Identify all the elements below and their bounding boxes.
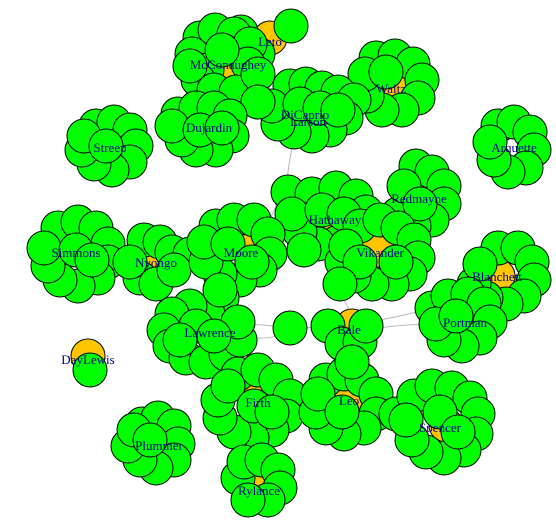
node-label-simmons: Simmons: [51, 245, 100, 260]
node-label-dujardin: Dujardin: [186, 120, 233, 135]
cluster-rylance: [221, 443, 297, 517]
node-label-redmayne: Redmayne: [391, 191, 447, 206]
node-layer: [27, 9, 551, 517]
node-label-bale: Bale: [337, 322, 361, 337]
leaf-node-spencer-10: [389, 403, 423, 437]
node-label-leto: Leto: [258, 34, 282, 49]
node-label-leo: Leo: [339, 393, 359, 408]
leaf-node-leo-10: [335, 345, 369, 379]
node-label-daylewis: DayLewis: [61, 352, 114, 367]
leaf-node-moore-12: [287, 233, 321, 267]
node-label-spencer: Spencer: [419, 420, 462, 435]
node-label-vikander: Vikander: [356, 245, 404, 260]
node-label-hathaway: Hathaway: [309, 212, 362, 227]
node-label-mcconaughey: McConaughey: [190, 57, 267, 72]
node-label-moore: Moore: [224, 245, 259, 260]
leaf-node-bale-4: [273, 311, 307, 345]
node-label-plummer: Plummer: [135, 438, 183, 453]
node-label-waltz: Waltz: [376, 81, 406, 96]
leaf-node-bale-6: [323, 267, 357, 301]
node-label-lawrence: Lawrence: [184, 325, 235, 340]
leaf-node-lawrence-11: [203, 273, 237, 307]
node-label-nyongo: Nyongo: [135, 255, 177, 270]
node-label-portman: Portman: [443, 315, 488, 330]
node-label-firth: Firth: [245, 395, 271, 410]
node-label-streep: Streep: [93, 140, 126, 155]
node-label-arquette: Arquette: [491, 140, 537, 155]
node-label-larson: Larson: [290, 114, 327, 129]
node-label-blanchett: Blanchett: [472, 269, 522, 284]
node-label-rylance: Rylance: [238, 483, 280, 498]
